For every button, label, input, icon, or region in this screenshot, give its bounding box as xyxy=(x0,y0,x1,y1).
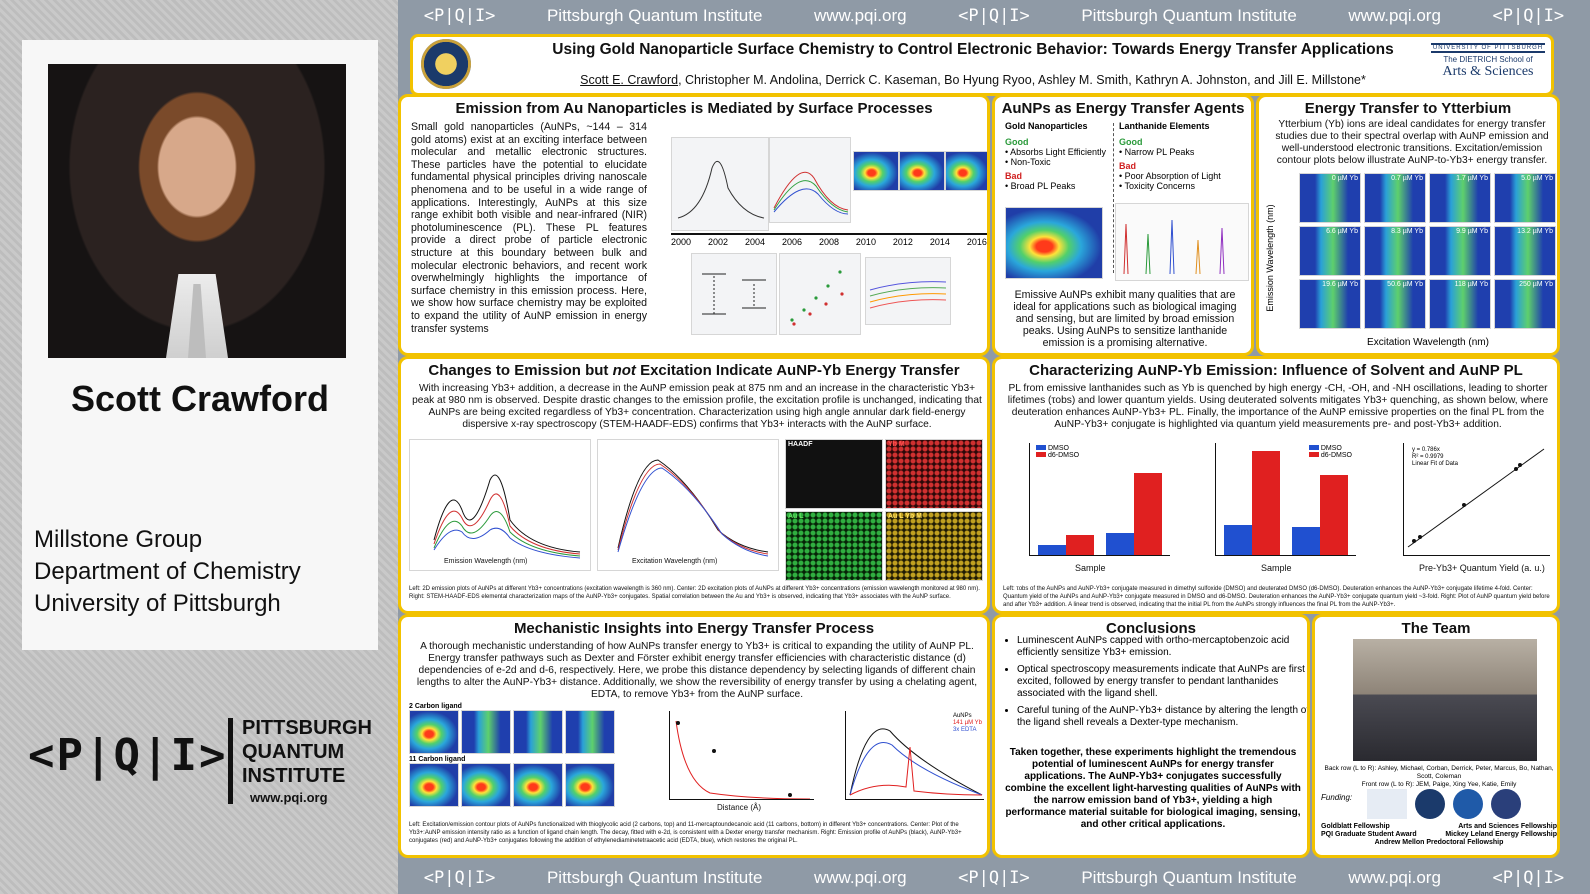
yb-contour-tile: 19.6 µM Yb xyxy=(1299,279,1361,329)
figure-scatter xyxy=(779,253,861,335)
figure-contour-3 xyxy=(945,151,987,191)
figure-lifetime-bars: DMSO d6-DMSO Sample xyxy=(1005,439,1175,579)
speaker-card: Scott Crawford Millstone Group Departmen… xyxy=(22,40,378,650)
speaker-name: Scott Crawford xyxy=(70,378,329,419)
yb-contour-tile: 9.9 µM Yb xyxy=(1429,226,1491,276)
yb-contour-tile: 8.3 µM Yb xyxy=(1364,226,1426,276)
doe-energy-icon xyxy=(1491,789,1521,819)
affiliation-line: Millstone Group xyxy=(34,526,203,553)
pqi-url: www.pqi.org xyxy=(250,790,328,805)
speaker-photo xyxy=(48,64,346,358)
panel-ytterbium: Energy Transfer to Ytterbium Ytterbium (… xyxy=(1256,94,1560,356)
poster-authors: Scott E. Crawford, Christopher M. Andoli… xyxy=(580,73,1366,87)
pqi-logo: <P|Q|I> PITTSBURGH QUANTUM INSTITUTE www… xyxy=(28,712,384,812)
figure-aunp-contour xyxy=(1005,207,1103,279)
research-corp-logo-icon xyxy=(1367,789,1407,819)
panel-team: The Team Back row (L to R): Ashley, Mich… xyxy=(1312,614,1560,858)
yb-contour-tile: 5.0 µM Yb xyxy=(1494,173,1556,223)
figure-spectrum-1 xyxy=(671,137,769,231)
figure-energy-diagram xyxy=(691,253,777,335)
figure-spectrum-2 xyxy=(769,137,851,223)
map-au: Au L xyxy=(785,511,883,581)
yb-contour-tile: 50.6 µM Yb xyxy=(1364,279,1426,329)
figure-contour-1 xyxy=(853,151,899,191)
yb-contour-tile: 0 µM Yb xyxy=(1299,173,1361,223)
poster-title-box: Using Gold Nanoparticle Surface Chemistr… xyxy=(410,34,1554,96)
panel-conclusions: Conclusions Luminescent AuNPs capped wit… xyxy=(992,614,1310,858)
yb-contour-tile: 118 µM Yb xyxy=(1429,279,1491,329)
figure-qy-scatter: y = 0.786x R² = 0.9979 Linear Fit of Dat… xyxy=(1379,439,1555,579)
poster-title: Using Gold Nanoparticle Surface Chemistr… xyxy=(552,41,1394,58)
panel-changes: Changes to Emission but not Excitation I… xyxy=(398,356,990,614)
panel-agents: AuNPs as Energy Transfer Agents Gold Nan… xyxy=(992,94,1254,356)
nsf-logo-icon xyxy=(1453,789,1483,819)
speaker-sidebar: Scott Crawford Millstone Group Departmen… xyxy=(0,0,398,894)
team-photo xyxy=(1353,639,1537,761)
panel-characterizing: Characterizing AuNP-Yb Emission: Influen… xyxy=(992,356,1560,614)
figure-ligand-contours: 2 Carbon ligand 11 Carbon ligand xyxy=(409,703,641,807)
figure-emission-spectra: Emission Wavelength (nm) xyxy=(409,439,591,571)
affiliation-line: Department of Chemistry xyxy=(34,558,301,585)
panel-emission: Emission from Au Nanoparticles is Mediat… xyxy=(398,94,990,356)
speaker-affiliation: Millstone Group Department of Chemistry … xyxy=(34,524,301,620)
yb-contour-grid: 0 µM Yb 0.7 µM Yb 1.7 µM Yb 5.0 µM Yb 6.… xyxy=(1299,173,1557,329)
stem-eds-maps: HAADF Yb M Au L Au L Yb M xyxy=(785,439,985,581)
yb-contour-tile: 13.2 µM Yb xyxy=(1494,226,1556,276)
panel-mechanistic: Mechanistic Insights into Energy Transfe… xyxy=(398,614,990,858)
figure-edta-spectra: AuNPs 141 µM Yb 3x EDTA xyxy=(827,707,987,815)
figure-qy-bars: DMSO d6-DMSO Sample xyxy=(1191,439,1361,579)
affiliation-line: University of Pittsburgh xyxy=(34,590,281,617)
yb-contour-tile: 250 µM Yb xyxy=(1494,279,1556,329)
figure-pl-stack xyxy=(865,257,951,325)
yb-contour-tile: 6.6 µM Yb xyxy=(1299,226,1361,276)
figure-contour-2 xyxy=(899,151,945,191)
map-yb: Yb M xyxy=(885,439,983,509)
university-seal-icon xyxy=(421,39,471,89)
banner-bottom: <P|Q|I> Pittsburgh Quantum Institute www… xyxy=(423,868,1565,888)
yb-contour-tile: 1.7 µM Yb xyxy=(1429,173,1491,223)
timeline: 2000 2002 2004 2006 2008 2010 2012 2014 … xyxy=(671,231,987,247)
dietrich-logo: UNIVERSITY OF PITTSBURGH The DIETRICH Sc… xyxy=(1431,43,1545,79)
map-overlay: Au L Yb M xyxy=(885,511,983,581)
yb-contour-tile: 0.7 µM Yb xyxy=(1364,173,1426,223)
figure-excitation-spectra: Excitation Wavelength (nm) xyxy=(597,439,779,571)
pqi-mark: <P|Q|I> xyxy=(28,730,228,781)
figure-lanthanide-spectra xyxy=(1115,203,1249,281)
banner-top: <P|Q|I> Pittsburgh Quantum Institute www… xyxy=(423,6,1565,26)
map-haadf: HAADF xyxy=(785,439,883,509)
poster-slide: <P|Q|I> Pittsburgh Quantum Institute www… xyxy=(398,0,1590,894)
pqi-words: PITTSBURGH QUANTUM INSTITUTE xyxy=(242,717,372,787)
doe-seal-icon xyxy=(1415,789,1445,819)
figure-distance-decay: Distance (Å) xyxy=(651,707,819,815)
